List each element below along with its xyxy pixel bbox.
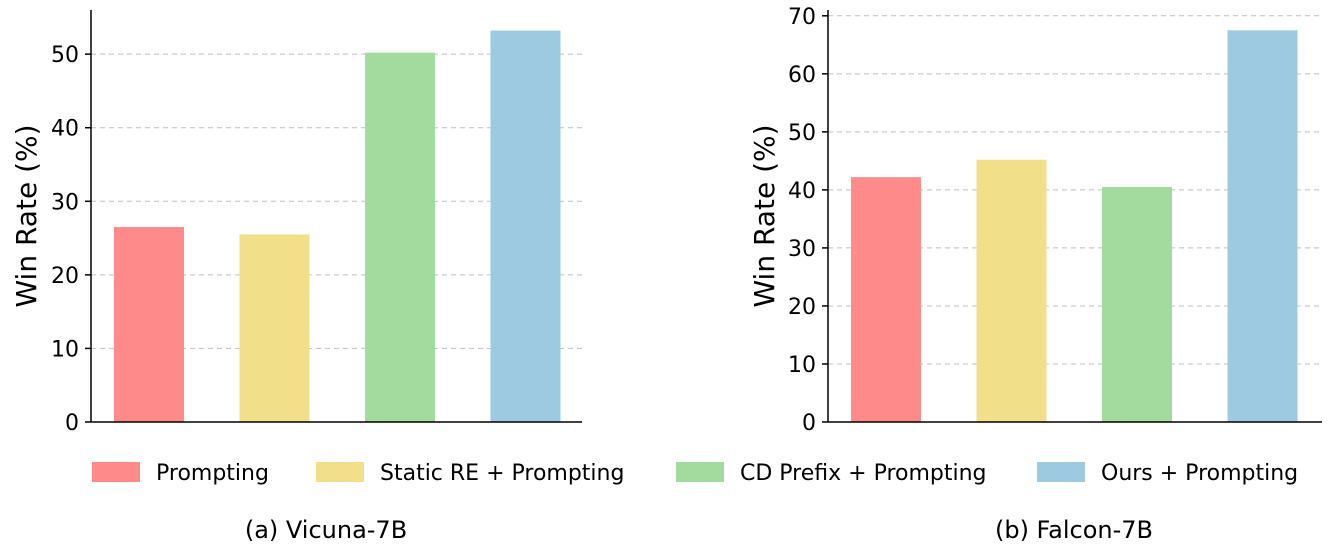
bar-vicuna-prompting <box>114 227 184 422</box>
legend-item-static-re: Static RE + Prompting <box>316 461 624 486</box>
legend-swatch-cd-prefix <box>676 462 724 482</box>
ytick-label-vicuna-50: 50 <box>51 43 79 68</box>
legend-item-cd-prefix: CD Prefix + Prompting <box>676 461 987 486</box>
chart-falcon-7b: 0 10 20 30 40 50 60 70 Win Rate (%) <box>748 5 1322 436</box>
ytick-label-falcon-0: 0 <box>802 411 816 436</box>
legend-label-ours: Ours + Prompting <box>1101 461 1298 486</box>
bar-falcon-prompting <box>851 177 921 422</box>
bar-vicuna-cd-prefix <box>365 52 435 423</box>
bar-vicuna-static-re <box>239 234 310 422</box>
ytick-label-falcon-40: 40 <box>788 179 816 204</box>
ytick-label-vicuna-0: 0 <box>65 411 79 436</box>
ytick-label-vicuna-10: 10 <box>51 337 79 362</box>
bar-vicuna-ours <box>490 30 561 422</box>
ytick-label-falcon-60: 60 <box>788 63 816 88</box>
ylabel-falcon: Win Rate (%) <box>748 124 781 307</box>
ytick-label-vicuna-20: 20 <box>51 264 79 289</box>
legend-label-cd-prefix: CD Prefix + Prompting <box>740 461 987 486</box>
caption-vicuna-7b: (a) Vicuna-7B <box>245 516 407 544</box>
ytick-label-falcon-10: 10 <box>788 353 816 378</box>
ytick-label-falcon-50: 50 <box>788 121 816 146</box>
bar-falcon-cd-prefix <box>1102 186 1172 422</box>
ytick-label-falcon-70: 70 <box>788 5 816 30</box>
legend-swatch-static-re <box>316 462 364 482</box>
bar-falcon-ours <box>1227 30 1298 423</box>
ytick-label-falcon-20: 20 <box>788 295 816 320</box>
ytick-label-vicuna-30: 30 <box>51 190 79 215</box>
bar-falcon-static-re <box>976 159 1047 422</box>
legend-label-static-re: Static RE + Prompting <box>380 461 624 486</box>
caption-falcon-7b: (b) Falcon-7B <box>995 516 1153 544</box>
legend-item-prompting: Prompting <box>92 461 269 486</box>
legend-label-prompting: Prompting <box>156 461 269 486</box>
legend-swatch-ours <box>1037 462 1085 482</box>
legend: Prompting Static RE + Prompting CD Prefi… <box>92 461 1298 486</box>
ytick-label-vicuna-40: 40 <box>51 117 79 142</box>
legend-item-ours: Ours + Prompting <box>1037 461 1298 486</box>
legend-swatch-prompting <box>92 462 140 482</box>
chart-vicuna-7b: 0 10 20 30 40 50 Win Rate (%) <box>10 10 582 436</box>
ylabel-vicuna: Win Rate (%) <box>10 124 43 307</box>
ytick-label-falcon-30: 30 <box>788 237 816 262</box>
